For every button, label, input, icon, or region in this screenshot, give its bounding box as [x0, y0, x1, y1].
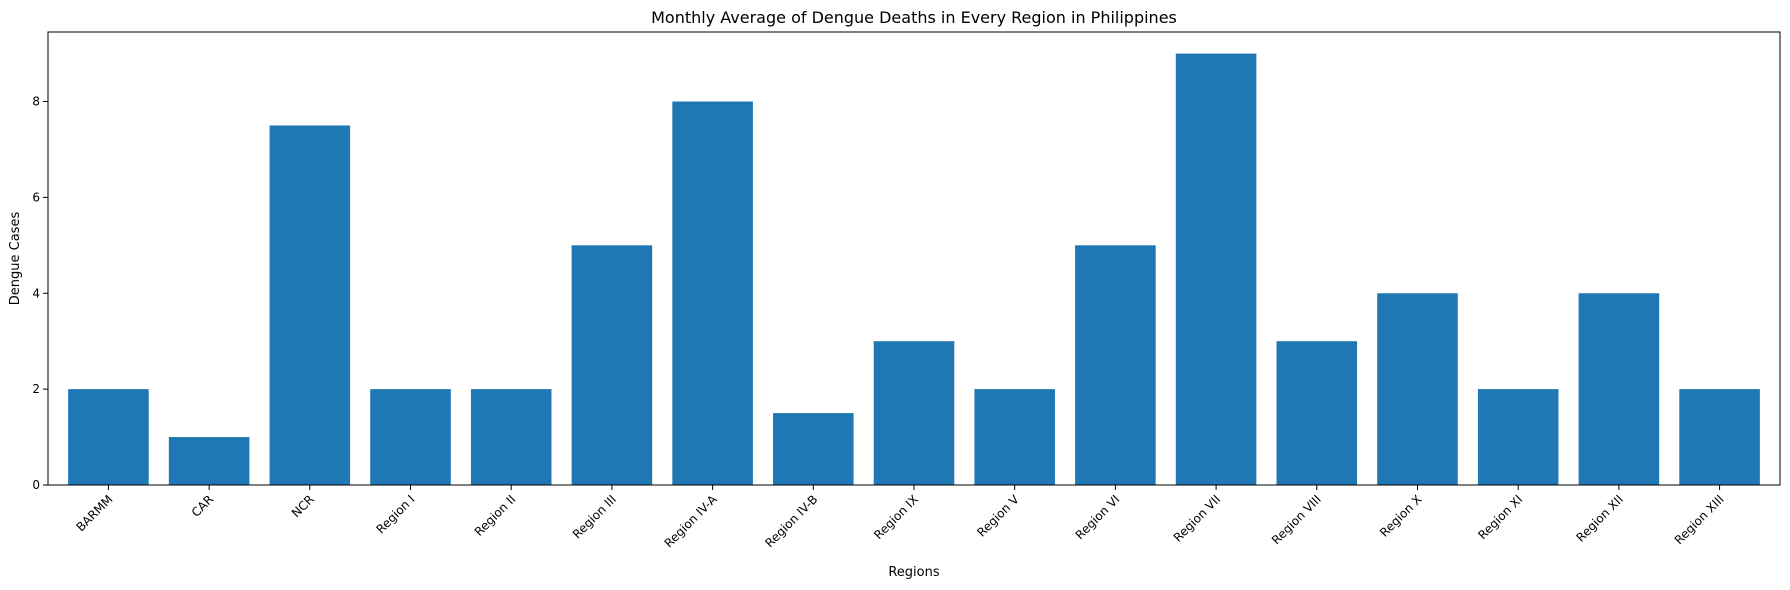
bar-barmm — [68, 389, 149, 485]
bar-region-x — [1377, 293, 1458, 485]
x-ticks-group: BARMM CAR NCR Region I Region II Region III Re… — [73, 485, 1727, 551]
x-tick-label: Region IV-B — [762, 492, 820, 550]
bar-car — [168, 437, 250, 485]
x-tick-label: Region XIII — [1672, 492, 1727, 547]
plot-frame — [47, 31, 1781, 486]
x-tick-label: BARMM — [73, 492, 115, 534]
y-tick-label: 2 — [32, 382, 40, 396]
bar-region-vi — [1075, 245, 1156, 485]
x-tick-label: Region I — [373, 492, 417, 536]
x-tick-label: Region VII — [1171, 492, 1223, 544]
bar-region-iv-a — [672, 101, 753, 485]
bars-group — [68, 53, 1760, 485]
y-tick-label: 4 — [32, 286, 40, 300]
y-tick-label: 0 — [32, 478, 40, 492]
x-tick-label: Region IX — [871, 492, 921, 542]
x-tick-label: Region II — [472, 492, 519, 539]
x-tick-label: Region IV-A — [662, 492, 721, 551]
bar-region-xii — [1578, 293, 1660, 485]
y-ticks-group: 0 2 4 6 8 — [32, 95, 48, 492]
x-tick-label: Region X — [1377, 492, 1424, 539]
bar-region-xi — [1477, 389, 1559, 485]
bar-region-ii — [470, 389, 552, 485]
y-tick-label: 8 — [32, 95, 40, 109]
x-tick-label: Region III — [570, 492, 619, 541]
bar-region-iv-b — [773, 413, 854, 485]
x-tick-label: CAR — [189, 492, 217, 520]
x-axis-label: Regions — [888, 565, 940, 580]
x-tick-label: Region VIII — [1269, 492, 1324, 547]
x-tick-label: Region XI — [1475, 492, 1525, 542]
bar-region-xiii — [1679, 389, 1760, 485]
bar-region-vii — [1175, 53, 1257, 485]
x-tick-label: Region XII — [1574, 492, 1626, 544]
y-tick-label: 6 — [32, 190, 40, 204]
bar-region-i — [370, 389, 451, 485]
bar-region-ix — [873, 341, 955, 485]
bar-region-v — [974, 389, 1055, 485]
x-tick-label: Region VI — [1073, 492, 1123, 542]
bar-ncr — [269, 125, 351, 485]
x-tick-label: Region V — [974, 492, 1022, 540]
bar-region-iii — [571, 245, 653, 485]
chart-title: Monthly Average of Dengue Deaths in Ever… — [651, 8, 1177, 27]
bar-region-viii — [1276, 341, 1358, 485]
y-axis-label: Dengue Cases — [8, 212, 23, 306]
x-tick-label: NCR — [289, 492, 317, 520]
